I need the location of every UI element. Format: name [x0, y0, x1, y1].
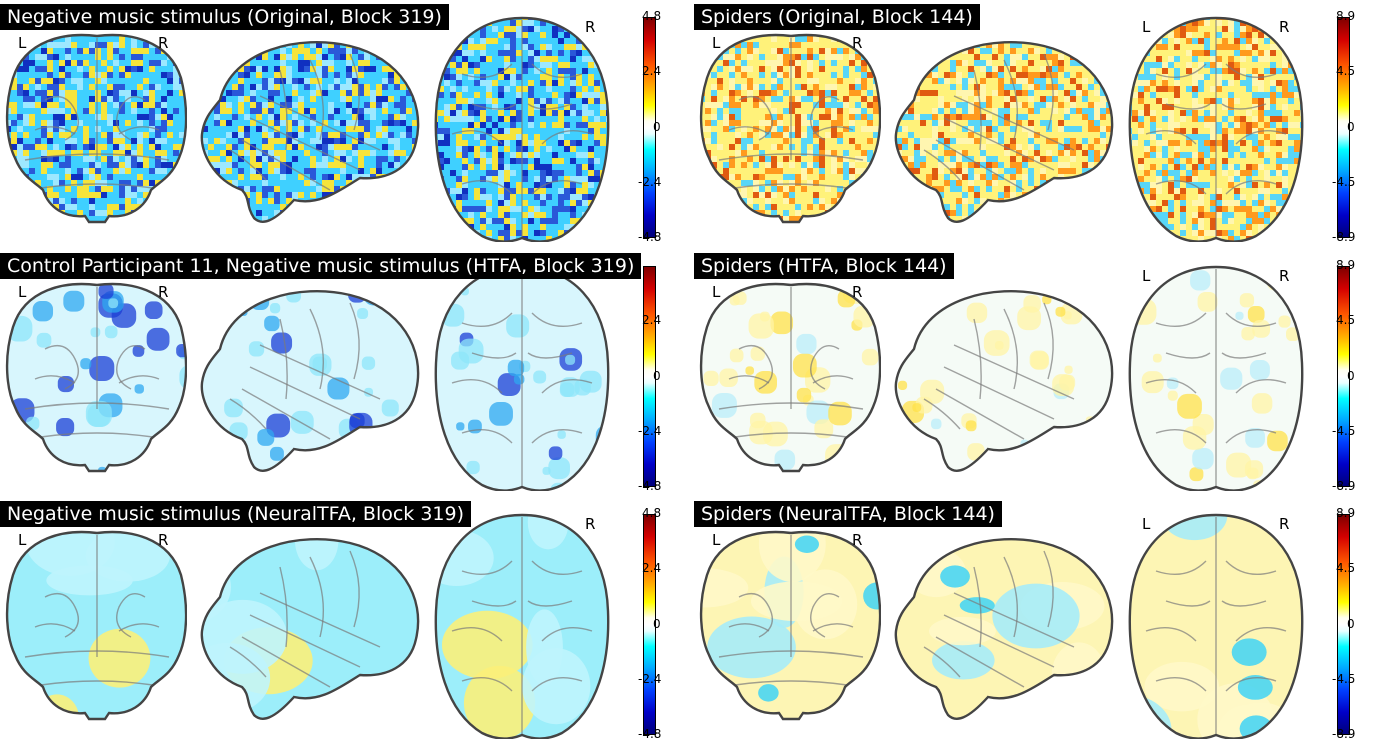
left-hemisphere-label: L: [18, 34, 27, 52]
colorbar: [643, 17, 656, 238]
panel-original-spiders: Spiders (Original, Block 144) L R L R 8.…: [694, 0, 1380, 248]
axial-left-label: L: [1142, 18, 1151, 36]
axial-view: [432, 263, 612, 491]
left-hemisphere-label: L: [18, 531, 27, 549]
colorbar-min-tick: -8.9: [1332, 230, 1356, 244]
axial-right-label: R: [585, 515, 596, 533]
colorbar: [1337, 266, 1350, 487]
left-hemisphere-label: L: [712, 531, 721, 549]
left-hemisphere-label: L: [18, 283, 27, 301]
sagittal-view: [190, 279, 426, 475]
axial-left-label: L: [1142, 515, 1151, 533]
colorbar-lower-tick: -4.5: [1332, 424, 1356, 438]
axial-right-label: R: [585, 18, 596, 36]
colorbar-upper-tick: 2.4: [642, 313, 662, 327]
coronal-view: [5, 527, 187, 723]
right-hemisphere-label: R: [852, 283, 863, 301]
coronal-view: [699, 30, 881, 226]
panel-neuraltfa-spiders: Spiders (NeuralTFA, Block 144) L R L R 8…: [694, 497, 1380, 745]
colorbar-min-tick: -4.8: [638, 727, 662, 741]
axial-view: [432, 511, 612, 739]
panel-title: Control Participant 11, Negative music s…: [0, 253, 642, 279]
panel-title: Spiders (NeuralTFA, Block 144): [694, 501, 1002, 527]
colorbar-lower-tick: -4.5: [1332, 672, 1356, 686]
colorbar-min-tick: -4.8: [638, 479, 662, 493]
colorbar: [1337, 514, 1350, 735]
colorbar-lower-tick: -4.5: [1332, 175, 1356, 189]
colorbar-upper-tick: 2.4: [642, 64, 662, 78]
colorbar-lower-tick: -2.4: [638, 672, 662, 686]
colorbar-upper-tick: 4.5: [1336, 64, 1356, 78]
sagittal-view: [190, 527, 426, 723]
sagittal-view: [884, 279, 1120, 475]
right-hemisphere-label: R: [852, 531, 863, 549]
colorbar-upper-tick: 4.5: [1336, 313, 1356, 327]
colorbar-max-tick: 8.9: [1336, 9, 1356, 23]
axial-view: [432, 14, 612, 242]
colorbar-zero-tick: 0: [653, 120, 661, 134]
coronal-view: [699, 279, 881, 475]
panel-original-music: Negative music stimulus (Original, Block…: [0, 0, 690, 248]
panel-htfa-spiders: Spiders (HTFA, Block 144) L R L R 8.9 4.…: [694, 249, 1380, 497]
colorbar-lower-tick: -2.4: [638, 175, 662, 189]
colorbar-min-tick: -4.8: [638, 230, 662, 244]
colorbar-max-tick: 8.9: [1336, 258, 1356, 272]
left-hemisphere-label: L: [712, 283, 721, 301]
panel-htfa-music: Control Participant 11, Negative music s…: [0, 249, 690, 497]
sagittal-view: [190, 30, 426, 226]
sagittal-view: [884, 30, 1120, 226]
axial-view: [1126, 511, 1306, 739]
left-hemisphere-label: L: [712, 34, 721, 52]
axial-right-label: R: [1279, 267, 1290, 285]
coronal-view: [699, 527, 881, 723]
colorbar-zero-tick: 0: [1347, 617, 1355, 631]
axial-view: [1126, 14, 1306, 242]
colorbar-max-tick: 8.9: [1336, 506, 1356, 520]
colorbar-max-tick: 4.8: [642, 506, 662, 520]
colorbar-zero-tick: 0: [1347, 369, 1355, 383]
panel-title: Spiders (HTFA, Block 144): [694, 253, 954, 279]
colorbar-zero-tick: 0: [653, 617, 661, 631]
right-hemisphere-label: R: [852, 34, 863, 52]
coronal-view: [5, 30, 187, 226]
right-hemisphere-label: R: [158, 34, 169, 52]
colorbar-upper-tick: 2.4: [642, 561, 662, 575]
axial-right-label: R: [1279, 18, 1290, 36]
right-hemisphere-label: R: [158, 283, 169, 301]
coronal-view: [5, 279, 187, 475]
sagittal-view: [884, 527, 1120, 723]
colorbar: [643, 514, 656, 735]
panel-neuraltfa-music: Negative music stimulus (NeuralTFA, Bloc…: [0, 497, 690, 745]
colorbar-lower-tick: -2.4: [638, 424, 662, 438]
colorbar-zero-tick: 0: [653, 369, 661, 383]
colorbar: [643, 266, 656, 487]
colorbar-min-tick: -8.9: [1332, 479, 1356, 493]
axial-view: [1126, 263, 1306, 491]
panel-title: Spiders (Original, Block 144): [694, 4, 980, 30]
colorbar-upper-tick: 4.5: [1336, 561, 1356, 575]
colorbar: [1337, 17, 1350, 238]
panel-title: Negative music stimulus (Original, Block…: [0, 4, 449, 30]
axial-right-label: R: [1279, 515, 1290, 533]
axial-left-label: L: [1142, 267, 1151, 285]
colorbar-max-tick: 4.8: [642, 9, 662, 23]
panel-title: Negative music stimulus (NeuralTFA, Bloc…: [0, 501, 472, 527]
colorbar-zero-tick: 0: [1347, 120, 1355, 134]
colorbar-min-tick: -8.9: [1332, 727, 1356, 741]
right-hemisphere-label: R: [158, 531, 169, 549]
